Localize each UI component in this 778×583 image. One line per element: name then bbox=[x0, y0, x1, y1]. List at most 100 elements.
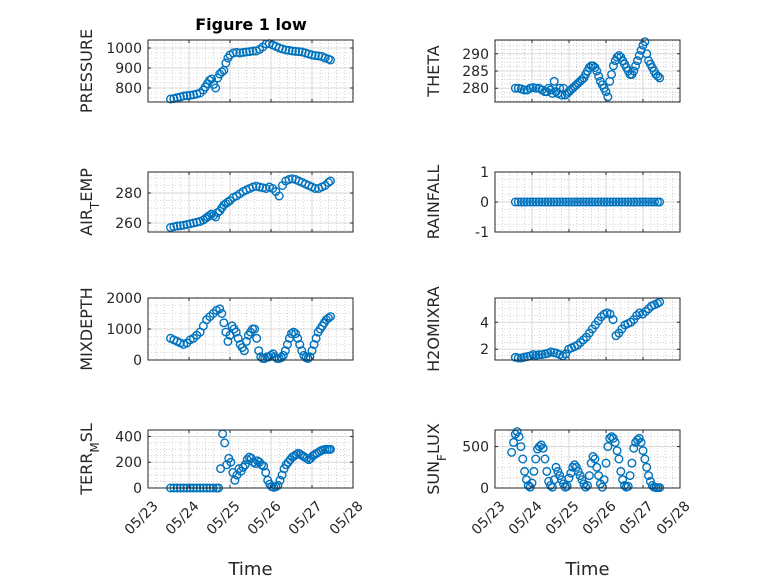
panel-rainfall: -1 0 1 RAINFALL bbox=[424, 165, 681, 241]
y-tick-label: 500 bbox=[462, 440, 489, 456]
y-axis-label: PRESSURE bbox=[77, 29, 96, 113]
data-point bbox=[182, 91, 192, 101]
data-point bbox=[325, 312, 335, 322]
x-tick-label: 05/28 bbox=[654, 498, 694, 538]
data-point bbox=[629, 197, 639, 207]
data-point bbox=[546, 197, 556, 207]
data-point bbox=[611, 331, 621, 341]
x-tick-label: 05/28 bbox=[327, 498, 367, 538]
data-point bbox=[629, 66, 639, 76]
data-point bbox=[614, 454, 624, 464]
data-series bbox=[166, 39, 335, 104]
x-tick-label: 05/25 bbox=[543, 498, 583, 538]
data-point bbox=[623, 197, 633, 207]
y-tick-label: -1 bbox=[475, 225, 489, 241]
data-point bbox=[276, 353, 286, 363]
data-point bbox=[291, 46, 301, 56]
data-point bbox=[507, 447, 517, 457]
data-point bbox=[555, 471, 565, 481]
data-point bbox=[172, 93, 182, 103]
y-axis-label: RAINFALL bbox=[424, 165, 443, 240]
panel-air_temp: 260 280 AIRTEMP bbox=[77, 168, 354, 236]
data-point bbox=[583, 481, 593, 491]
data-point bbox=[552, 197, 562, 207]
data-point bbox=[540, 454, 550, 464]
minor-grid bbox=[148, 172, 353, 232]
data-point bbox=[593, 197, 603, 207]
y-tick-label: 2 bbox=[480, 342, 489, 358]
data-point bbox=[211, 212, 221, 222]
data-point bbox=[627, 458, 637, 468]
data-point bbox=[531, 197, 541, 207]
data-point bbox=[632, 56, 642, 66]
data-point bbox=[241, 47, 251, 57]
data-point bbox=[248, 457, 258, 467]
data-point bbox=[614, 197, 624, 207]
data-point bbox=[653, 71, 663, 81]
data-point bbox=[588, 452, 598, 462]
panel-terr_msl: 0 200 400 TERRMSL 05/23 05/24 05/25 05/26 05/27 0… bbox=[77, 423, 367, 580]
data-point bbox=[578, 197, 588, 207]
data-point bbox=[567, 197, 577, 207]
data-point bbox=[616, 466, 626, 476]
data-point bbox=[233, 333, 243, 343]
data-point bbox=[538, 443, 548, 453]
data-point bbox=[525, 482, 535, 492]
x-axis-label: Time bbox=[564, 559, 609, 580]
data-point bbox=[601, 87, 611, 97]
data-point bbox=[605, 197, 615, 207]
y-tick-label: 800 bbox=[115, 81, 142, 97]
data-point bbox=[232, 47, 242, 57]
data-point bbox=[590, 197, 600, 207]
data-point bbox=[254, 346, 264, 356]
data-point bbox=[309, 340, 319, 350]
panel-h2omixra: 2 4 H2OMIXRA bbox=[424, 286, 681, 372]
data-point bbox=[644, 197, 654, 207]
axes-box bbox=[147, 39, 354, 103]
data-point bbox=[573, 197, 583, 207]
data-point bbox=[642, 462, 652, 472]
y-tick-label: 2000 bbox=[106, 291, 142, 307]
y-tick-label: 4 bbox=[480, 315, 489, 331]
data-point bbox=[217, 67, 227, 77]
data-point bbox=[166, 94, 176, 104]
data-point bbox=[228, 48, 238, 58]
data-point bbox=[596, 197, 606, 207]
data-point bbox=[620, 197, 630, 207]
data-point bbox=[632, 197, 642, 207]
data-point bbox=[294, 47, 304, 57]
data-point bbox=[525, 197, 535, 207]
data-point bbox=[601, 458, 611, 468]
data-point bbox=[640, 454, 650, 464]
data-point bbox=[655, 73, 665, 83]
data-point bbox=[241, 336, 251, 346]
data-point bbox=[273, 480, 283, 490]
data-point bbox=[592, 462, 602, 472]
axes-box bbox=[494, 429, 681, 489]
data-point bbox=[234, 464, 244, 474]
data-point bbox=[551, 462, 561, 472]
data-point bbox=[274, 191, 284, 201]
data-point bbox=[516, 197, 526, 207]
data-point bbox=[587, 197, 597, 207]
y-tick-label: 290 bbox=[462, 47, 489, 63]
data-point bbox=[590, 454, 600, 464]
data-point bbox=[617, 197, 627, 207]
y-axis-label: AIRTEMP bbox=[77, 168, 102, 236]
data-point bbox=[219, 318, 229, 328]
data-point bbox=[514, 432, 524, 442]
x-axis-label: Time bbox=[227, 559, 272, 580]
data-point bbox=[558, 197, 568, 207]
data-point bbox=[250, 324, 260, 334]
y-axis-label: TERRMSL bbox=[77, 423, 102, 496]
data-point bbox=[649, 197, 659, 207]
data-point bbox=[293, 333, 303, 343]
data-point bbox=[287, 329, 297, 339]
data-point bbox=[564, 473, 574, 483]
data-point bbox=[644, 471, 654, 481]
data-point bbox=[278, 350, 288, 360]
x-tick-label: 05/26 bbox=[580, 498, 620, 538]
data-point bbox=[295, 340, 305, 350]
data-point bbox=[289, 327, 299, 337]
